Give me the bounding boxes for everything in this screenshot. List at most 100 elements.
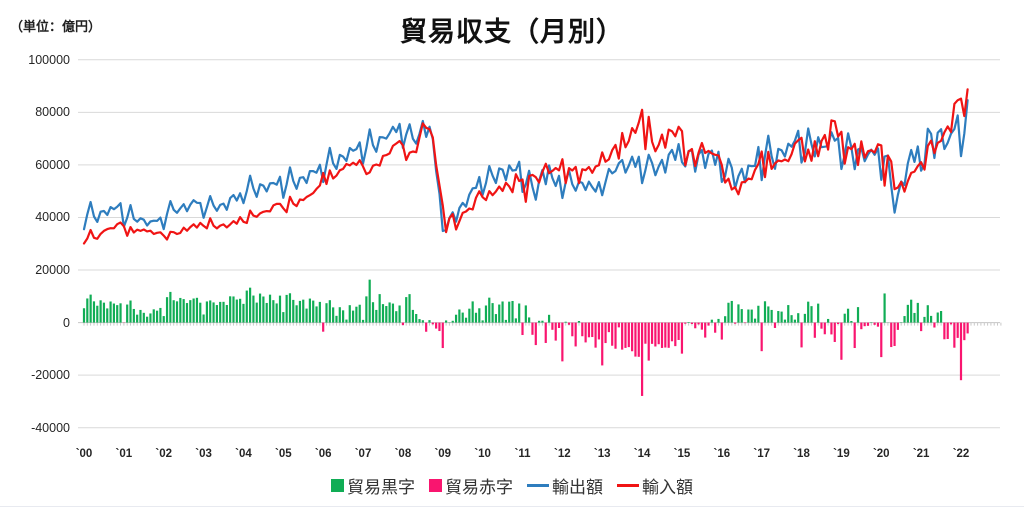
surplus-bar: [338, 307, 341, 323]
surplus-bar: [159, 307, 162, 323]
surplus-bar: [219, 301, 222, 323]
surplus-bar: [179, 297, 182, 323]
deficit-bar: [637, 322, 640, 357]
surplus-bar: [86, 298, 89, 323]
surplus-bar: [282, 312, 285, 323]
deficit-bar: [959, 322, 963, 381]
deficit-bar: [734, 322, 737, 324]
deficit-bar: [893, 322, 896, 346]
surplus-bar: [292, 299, 295, 323]
surplus-bar: [102, 302, 106, 323]
surplus-bar: [488, 297, 491, 323]
surplus-bar: [332, 307, 335, 323]
surplus-bar: [797, 313, 800, 323]
surplus-bar: [524, 305, 527, 323]
surplus-bar: [936, 312, 939, 323]
surplus-bar: [302, 299, 305, 323]
surplus-bar: [498, 304, 501, 323]
surplus-bar: [325, 303, 328, 323]
deficit-bar: [697, 322, 700, 325]
surplus-bar: [810, 306, 813, 323]
x-axis-label: `11: [514, 448, 531, 460]
surplus-bar: [275, 303, 278, 323]
surplus-bar: [298, 300, 302, 323]
deficit-bar: [853, 322, 856, 349]
deficit-bar: [890, 322, 893, 348]
surplus-bar: [92, 301, 96, 323]
surplus-bar: [109, 301, 112, 323]
deficit-bar: [611, 322, 614, 346]
x-axis-label: `22: [952, 448, 970, 460]
deficit-bar: [953, 322, 956, 348]
surplus-bar: [491, 303, 494, 323]
surplus-bar: [132, 308, 135, 323]
deficit-bar: [956, 322, 959, 338]
deficit-bar: [670, 322, 674, 342]
y-axis-label: 20000: [35, 263, 70, 278]
surplus-bar: [474, 312, 478, 323]
surplus-bar: [345, 319, 348, 323]
surplus-bar: [903, 316, 906, 323]
surplus-bar: [342, 310, 345, 323]
surplus-bar: [116, 305, 119, 323]
surplus-bar: [856, 307, 860, 323]
deficit-bar: [949, 322, 953, 325]
surplus-bar: [541, 320, 544, 323]
surplus-bar: [770, 309, 773, 323]
surplus-bar: [508, 301, 511, 323]
export-line: [82, 99, 969, 233]
deficit-bar: [634, 322, 637, 357]
surplus-bar: [421, 320, 424, 323]
surplus-bar: [305, 308, 308, 323]
deficit-bar: [830, 322, 833, 335]
deficit-bar: [966, 322, 969, 334]
deficit-bar: [647, 322, 650, 361]
deficit-bar: [943, 322, 946, 340]
surplus-bar: [146, 316, 149, 323]
surplus-bar: [906, 304, 909, 323]
surplus-bar: [249, 287, 252, 323]
surplus-bar: [258, 293, 262, 323]
x-axis-label: `10: [474, 448, 491, 460]
surplus-bar: [564, 321, 567, 323]
deficit-bar: [587, 322, 591, 338]
surplus-bar: [724, 316, 727, 323]
deficit-bar: [401, 322, 405, 326]
x-axis-label: `00: [75, 448, 93, 460]
deficit-bar: [441, 322, 444, 349]
surplus-bar: [185, 303, 189, 323]
deficit-bar: [684, 322, 687, 324]
surplus-bar: [471, 301, 474, 323]
deficit-bar: [621, 322, 624, 350]
y-axis-label: 100000: [28, 52, 70, 67]
surplus-bar: [288, 293, 292, 323]
deficit-bar: [680, 322, 684, 354]
x-axis-label: `07: [354, 448, 372, 460]
surplus-bar: [99, 300, 102, 323]
surplus-bar: [528, 317, 531, 323]
deficit-bar: [800, 322, 803, 348]
deficit-bar: [617, 322, 620, 328]
surplus-bar: [444, 320, 448, 323]
surplus-bar: [750, 309, 753, 323]
deficit-bar: [604, 322, 607, 344]
deficit-bar: [614, 322, 617, 349]
deficit-bar: [773, 322, 777, 328]
deficit-bar: [584, 322, 587, 343]
deficit-bar: [581, 322, 584, 337]
surplus-bar: [514, 318, 517, 323]
deficit-bar: [654, 322, 657, 347]
y-axis-label: -40000: [31, 420, 70, 435]
surplus-bar: [119, 303, 122, 323]
deficit-bar: [700, 322, 703, 330]
surplus-bar: [398, 305, 401, 323]
deficit-bar: [813, 322, 816, 338]
deficit-bar: [601, 322, 604, 366]
legend-square-swatch: [429, 479, 442, 492]
surplus-bar: [405, 297, 408, 323]
surplus-bar: [106, 308, 109, 323]
surplus-bar: [481, 320, 484, 323]
surplus-bar: [793, 319, 796, 323]
surplus-bar: [923, 316, 926, 323]
